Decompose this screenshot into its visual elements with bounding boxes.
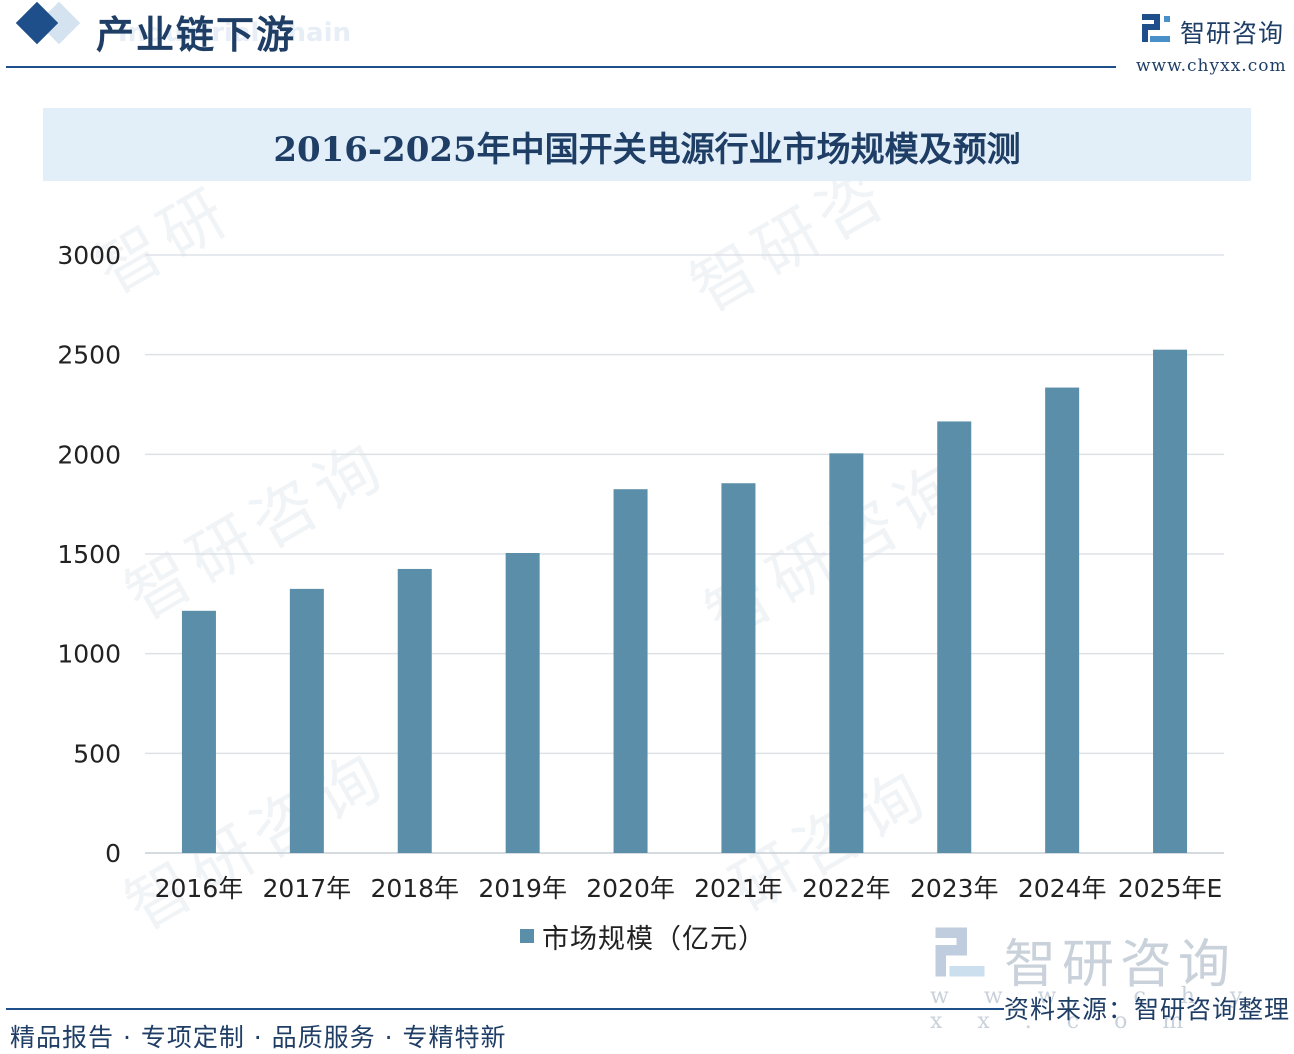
x-tick-label: 2016年 — [155, 874, 244, 903]
source-note: 资料来源：智研咨询整理 — [1004, 995, 1291, 1024]
y-tick-label: 500 — [73, 739, 121, 768]
x-tick-label: 2020年 — [586, 874, 675, 903]
y-tick-label: 1000 — [57, 640, 121, 669]
footer-tagline: 精品报告 · 专项定制 · 品质服务 · 专精特新 — [10, 1023, 507, 1052]
section-title: 产业链下游 — [96, 12, 297, 57]
brand-url: www.chyxx.com — [1136, 56, 1287, 76]
y-tick-label: 2000 — [57, 440, 121, 469]
bar — [397, 568, 432, 853]
watermark-url: w w w . c h y x x . c o m — [930, 984, 1257, 1034]
chart-legend: 市场规模（亿元） — [520, 918, 766, 955]
bar — [181, 610, 216, 853]
chart-title: 2016-2025年中国开关电源行业市场规模及预测 — [273, 130, 1021, 170]
watermark-brand: 智研咨询 — [1004, 935, 1237, 995]
x-tick-label: 2017年 — [263, 874, 352, 903]
brand-logo-icon — [1142, 14, 1170, 42]
chart-title-band: 2016-2025年中国开关电源行业市场规模及预测 — [43, 108, 1251, 181]
legend-label: 市场规模（亿元） — [542, 923, 766, 955]
footer-divider — [6, 1008, 1004, 1010]
legend-swatch — [520, 929, 534, 943]
y-tick-label: 1500 — [57, 540, 121, 569]
bar — [721, 483, 756, 853]
y-tick-label: 3000 — [57, 241, 121, 270]
x-tick-label: 2019年 — [478, 874, 567, 903]
brand-name: 智研咨询 — [1180, 19, 1285, 48]
bar — [829, 453, 864, 853]
bar — [505, 553, 540, 853]
x-tick-label: 2018年 — [370, 874, 459, 903]
bar — [1045, 387, 1080, 853]
bar — [289, 588, 324, 853]
header-divider — [6, 66, 1116, 68]
x-tick-label: 2023年 — [910, 874, 999, 903]
y-tick-label: 0 — [105, 839, 121, 868]
x-tick-label: 2021年 — [694, 874, 783, 903]
bar — [1153, 349, 1188, 853]
bar — [937, 421, 972, 853]
x-tick-label: 2022年 — [802, 874, 891, 903]
y-tick-label: 2500 — [57, 341, 121, 370]
brand-block: 智研咨询 www.chyxx.com — [1136, 8, 1292, 78]
page-header: Industrial Chain 产业链下游 — [0, 0, 1294, 70]
x-tick-label: 2025年E — [1118, 874, 1222, 903]
bar — [613, 489, 648, 853]
watermark-logo-icon — [935, 927, 985, 977]
x-tick-label: 2024年 — [1018, 874, 1107, 903]
